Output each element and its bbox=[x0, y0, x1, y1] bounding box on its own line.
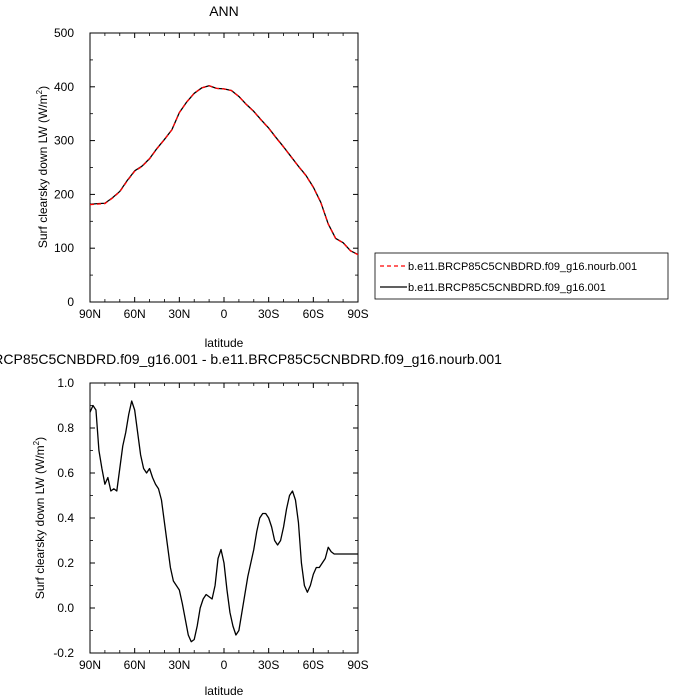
legend-box bbox=[374, 252, 669, 300]
top-chart: ANN 90N 60N 30N 0 30S 60S 90S 0 100 200 300 400 500… bbox=[35, 3, 369, 350]
top-chart-y-tick-label: 400 bbox=[54, 80, 74, 94]
bottom-chart: b.e11.BRCP85C5CNBDRD.f09_g16.001 - b.e11… bbox=[0, 351, 502, 698]
bottom-chart-y-axis-label: Surf clearsky down LW (W/m2) bbox=[32, 437, 47, 599]
bottom-chart-x-axis-label: latitude bbox=[205, 684, 244, 698]
top-chart-y-tick-label: 200 bbox=[54, 187, 74, 201]
top-chart-x-tick-label: 90N bbox=[79, 307, 101, 321]
legend: b.e11.BRCP85C5CNBDRD.f09_g16.nourb.001 b… bbox=[374, 252, 669, 300]
bottom-chart-series-line-0 bbox=[89, 400, 358, 643]
bottom-chart-y-ticks: -0.2 0.0 0.2 0.4 0.6 0.8 1.0 bbox=[53, 376, 358, 660]
top-chart-y-tick-label: 500 bbox=[54, 26, 74, 40]
bottom-chart-x-tick-label: 60S bbox=[303, 658, 324, 672]
top-chart-x-tick-label: 30S bbox=[258, 307, 279, 321]
top-chart-series-lines bbox=[89, 85, 359, 256]
top-chart-plot-frame bbox=[89, 32, 359, 303]
top-chart-x-tick-label: 60N bbox=[124, 307, 146, 321]
bottom-chart-x-tick-label: 90N bbox=[79, 658, 101, 672]
top-chart-x-tick-label: 30N bbox=[168, 307, 190, 321]
top-chart-x-tick-label: 0 bbox=[221, 307, 228, 321]
bottom-chart-x-tick-label: 30S bbox=[258, 658, 279, 672]
bottom-chart-y-tick-label: -0.2 bbox=[53, 646, 74, 660]
bottom-chart-y-tick-label: 1.0 bbox=[57, 376, 74, 390]
bottom-chart-series-lines bbox=[89, 400, 358, 643]
top-chart-x-ticks: 90N 60N 30N 0 30S 60S 90S bbox=[79, 33, 369, 321]
bottom-chart-y-tick-label: 0.0 bbox=[57, 601, 74, 615]
bottom-chart-x-tick-label: 30N bbox=[168, 658, 190, 672]
bottom-chart-x-tick-label: 90S bbox=[347, 658, 368, 672]
top-chart-x-tick-label: 90S bbox=[347, 307, 368, 321]
legend-label-nourb: b.e11.BRCP85C5CNBDRD.f09_g16.nourb.001 bbox=[408, 261, 637, 273]
top-chart-title: ANN bbox=[209, 3, 239, 19]
bottom-chart-x-tick-label: 60N bbox=[124, 658, 146, 672]
bottom-chart-y-tick-label: 0.4 bbox=[57, 511, 74, 525]
bottom-chart-y-tick-label: 0.2 bbox=[57, 556, 74, 570]
bottom-chart-y-tick-label: 0.8 bbox=[57, 421, 74, 435]
bottom-chart-x-ticks: 90N 60N 30N 0 30S 60S 90S bbox=[79, 383, 369, 672]
top-chart-x-tick-label: 60S bbox=[303, 307, 324, 321]
top-chart-y-tick-label: 300 bbox=[54, 134, 74, 148]
top-chart-y-ticks: 0 100 200 300 400 500 bbox=[54, 26, 358, 309]
top-chart-y-tick-label: 100 bbox=[54, 241, 74, 255]
legend-label-control: b.e11.BRCP85C5CNBDRD.f09_g16.001 bbox=[408, 282, 606, 294]
top-chart-series-line-1 bbox=[89, 85, 359, 256]
top-chart-y-axis-label: Surf clearsky down LW (W/m2) bbox=[35, 86, 50, 248]
top-chart-x-axis-label: latitude bbox=[205, 336, 244, 350]
bottom-chart-plot-frame bbox=[89, 382, 359, 654]
top-chart-series-line-0 bbox=[89, 85, 359, 256]
bottom-chart-title: b.e11.BRCP85C5CNBDRD.f09_g16.001 - b.e11… bbox=[0, 351, 502, 367]
bottom-chart-y-tick-label: 0.6 bbox=[57, 466, 74, 480]
top-chart-y-tick-label: 0 bbox=[67, 295, 74, 309]
bottom-chart-x-tick-label: 0 bbox=[221, 658, 228, 672]
